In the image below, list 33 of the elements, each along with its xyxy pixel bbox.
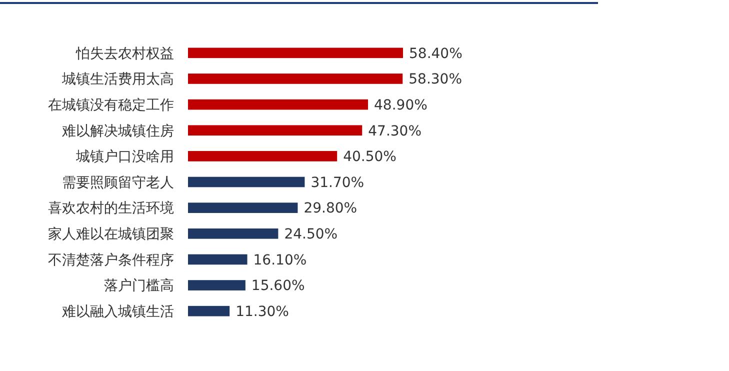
data-label: 58.40% bbox=[409, 46, 462, 62]
data-label: 40.50% bbox=[343, 149, 396, 166]
bar bbox=[188, 254, 248, 265]
y-tick-label: 难以解决城镇住房 bbox=[61, 123, 174, 140]
y-tick-label: 在城镇没有稳定工作 bbox=[48, 97, 174, 114]
y-tick-label: 城镇户口没啥用 bbox=[75, 149, 174, 166]
bar bbox=[188, 151, 338, 162]
bar bbox=[188, 176, 305, 188]
bar bbox=[188, 125, 362, 136]
bar bbox=[188, 280, 246, 290]
bar bbox=[188, 48, 403, 58]
y-tick-label: 落户门槛高 bbox=[104, 278, 174, 294]
y-tick-label: 城镇生活费用太高 bbox=[61, 72, 174, 88]
y-tick-label: 难以融入城镇生活 bbox=[61, 304, 174, 320]
data-label: 24.50% bbox=[284, 226, 338, 243]
bar bbox=[188, 228, 278, 239]
data-label: 58.30% bbox=[408, 72, 462, 88]
data-label: 47.30% bbox=[368, 123, 422, 140]
bar bbox=[188, 74, 403, 84]
data-label: 29.80% bbox=[304, 200, 358, 217]
data-label: 31.70% bbox=[310, 174, 364, 191]
bar bbox=[188, 306, 230, 316]
bar bbox=[188, 99, 368, 110]
bar bbox=[188, 202, 298, 213]
y-tick-label: 喜欢农村的生活环境 bbox=[48, 200, 174, 217]
data-label: 16.10% bbox=[253, 252, 307, 268]
data-label: 15.60% bbox=[251, 278, 305, 294]
data-label: 48.90% bbox=[374, 97, 428, 114]
y-tick-label: 不清楚落户条件程序 bbox=[48, 252, 174, 268]
y-tick-label: 需要照顾留守老人 bbox=[62, 174, 174, 191]
y-tick-label: 家人难以在城镇团聚 bbox=[48, 226, 174, 243]
y-tick-label: 怕失去农村权益 bbox=[75, 46, 174, 62]
data-label: 11.30% bbox=[236, 304, 289, 320]
